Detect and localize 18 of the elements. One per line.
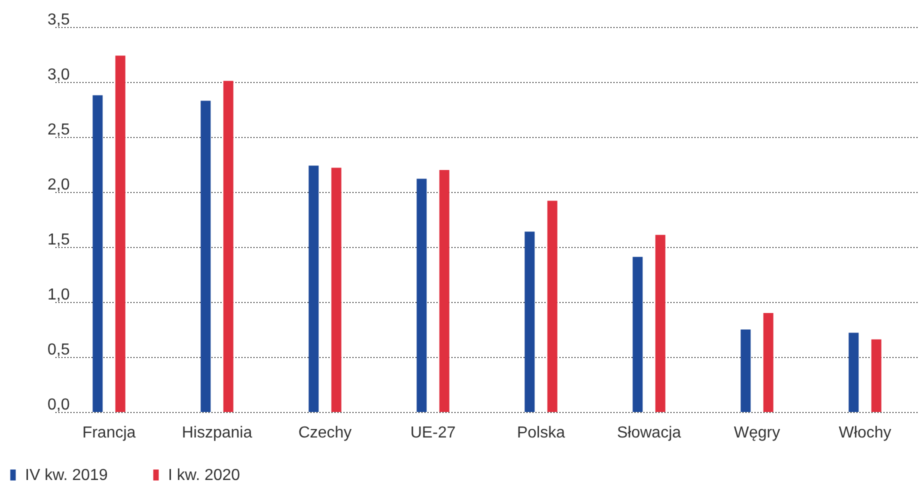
x-tick-label: Hiszpania	[182, 424, 252, 442]
legend-label: IV kw. 2019	[25, 467, 108, 484]
legend-label: I kw. 2020	[168, 467, 240, 484]
y-tick-label: 3,5	[48, 12, 70, 28]
y-tick-label: 2,5	[48, 122, 70, 138]
x-tick-label: Francja	[82, 424, 136, 442]
y-tick-label: 1,5	[48, 232, 70, 248]
y-tick-label: 0,5	[48, 342, 70, 358]
y-tick-label: 3,0	[48, 66, 70, 84]
x-tick-label: Węgry	[734, 424, 780, 442]
y-tick-label: 0,0	[48, 396, 70, 414]
x-tick-label: Czechy	[298, 424, 352, 442]
y-tick-label: 2,0	[48, 176, 70, 194]
x-tick-label: Polska	[516, 424, 566, 442]
y-tick-label: 1,0	[48, 286, 70, 304]
x-tick-label: Słowacja	[616, 424, 682, 442]
x-tick-label: UE-27	[410, 424, 456, 442]
x-tick-label: Włochy	[838, 424, 892, 442]
